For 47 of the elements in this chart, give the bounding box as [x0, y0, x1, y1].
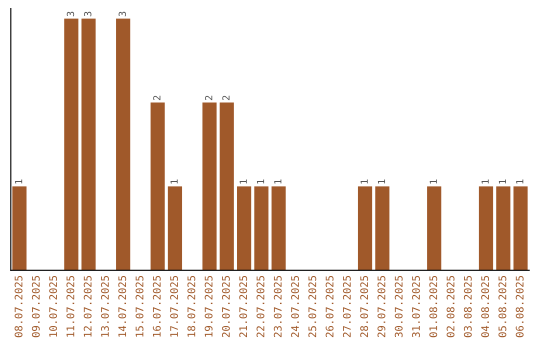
data-label: 1: [170, 180, 178, 184]
x-tick-label: 01.08.2025: [429, 276, 438, 338]
x-tick-label: 12.07.2025: [84, 276, 92, 337]
x-tick-label: 05.08.2025: [498, 276, 506, 338]
x-tick-label: 25.07.2025: [308, 276, 316, 338]
x-tick-label: 18.07.2025: [187, 276, 196, 337]
x-tick-label: 27.07.2025: [342, 276, 351, 338]
data-label: 2: [205, 96, 212, 100]
x-tick-label: 29.07.2025: [377, 276, 386, 338]
x-tick-label: 04.08.2025: [481, 276, 490, 338]
x-tick-label: 09.07.2025: [32, 276, 40, 338]
data-label: 1: [240, 180, 247, 184]
data-label: 1: [482, 180, 489, 184]
data-label: 1: [430, 180, 437, 184]
data-label: 1: [516, 180, 524, 184]
x-tick-label: 23.07.2025: [274, 276, 282, 338]
x-tick-label: 06.08.2025: [516, 276, 524, 338]
data-label: 1: [274, 180, 282, 184]
x-tick-label: 03.08.2025: [464, 276, 472, 338]
x-tick-label: 24.07.2025: [291, 276, 299, 338]
x-tick-label: 31.07.2025: [412, 276, 420, 338]
data-label: 3: [84, 12, 92, 16]
x-tick-label: 08.07.2025: [14, 276, 22, 338]
data-label: 1: [360, 180, 368, 184]
x-tick-label: 22.07.2025: [256, 276, 264, 338]
x-tick-label: 10.07.2025: [49, 276, 58, 337]
x-tick-label: 20.07.2025: [222, 276, 230, 338]
data-label: 3: [118, 12, 126, 16]
x-tick-label: 11.07.2025: [66, 276, 74, 337]
x-tick-label: 14.07.2025: [118, 276, 126, 337]
x-tick-label: 02.08.2025: [446, 276, 454, 338]
x-tick-label: 16.07.2025: [152, 276, 161, 337]
data-label: 1: [256, 180, 264, 184]
x-tick-label: 19.07.2025: [204, 276, 213, 337]
data-label: 2: [222, 96, 230, 100]
x-tick-label: 30.07.2025: [394, 276, 403, 338]
data-label: 1: [498, 180, 506, 184]
data-label: 1: [15, 180, 22, 184]
x-tick-label: 13.07.2025: [101, 276, 109, 337]
x-tick-label: 17.07.2025: [170, 276, 178, 337]
data-label: 2: [153, 96, 160, 100]
data-label: 1: [378, 180, 386, 184]
data-label: 3: [66, 12, 74, 16]
x-tick-label: 26.07.2025: [326, 276, 334, 338]
x-tick-label: 28.07.2025: [360, 276, 368, 338]
x-tick-label: 21.07.2025: [239, 276, 248, 338]
x-tick-label: 15.07.2025: [136, 276, 144, 337]
